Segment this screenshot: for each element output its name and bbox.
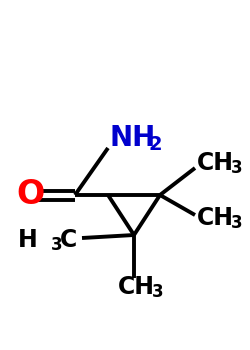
Text: CH: CH — [118, 275, 155, 299]
Text: H: H — [18, 228, 38, 252]
Text: 3: 3 — [231, 214, 242, 232]
Text: 3: 3 — [51, 236, 62, 254]
Text: C: C — [60, 228, 77, 252]
Text: NH: NH — [110, 124, 156, 152]
Text: 3: 3 — [152, 283, 164, 301]
Text: CH: CH — [197, 151, 234, 175]
Text: CH: CH — [197, 206, 234, 230]
Text: 2: 2 — [148, 134, 162, 154]
Text: O: O — [16, 178, 44, 211]
Text: 3: 3 — [231, 159, 242, 177]
